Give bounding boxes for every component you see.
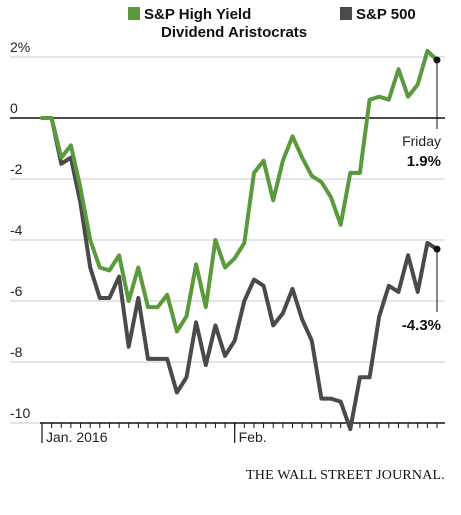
x-tick-label: Jan. 2016 [46, 429, 108, 445]
legend-label-aristocrats-line1: S&P High Yield [144, 6, 252, 23]
legend-aristocrats: S&P High Yield Dividend Aristocrats [128, 6, 307, 42]
credit-wsj: THE WALL STREET JOURNAL. [246, 468, 445, 483]
end-label-title: Friday [402, 133, 441, 149]
y-tick-label: -10 [10, 405, 30, 421]
end-label-value-aristocrats: 1.9% [407, 153, 441, 170]
y-tick-label: -2 [10, 161, 23, 177]
series-line-sp500 [40, 116, 439, 432]
legend-swatch-aristocrats [128, 7, 140, 20]
y-tick-label: -6 [10, 283, 23, 299]
y-tick-label: 0 [10, 100, 18, 116]
legend-label-aristocrats-line2: Dividend Aristocrats [161, 24, 308, 41]
legend-label-sp500: S&P 500 [356, 6, 416, 23]
series-line-aristocrats [40, 48, 439, 334]
legend-swatch-sp500 [340, 7, 352, 20]
y-tick-label: -4 [10, 222, 23, 238]
legend-sp500: S&P 500 [340, 6, 416, 24]
end-label-value-sp500: -4.3% [402, 317, 441, 334]
y-tick-label: 2% [10, 39, 30, 55]
y-tick-label: -8 [10, 344, 23, 360]
x-tick-label: Feb. [239, 429, 267, 445]
